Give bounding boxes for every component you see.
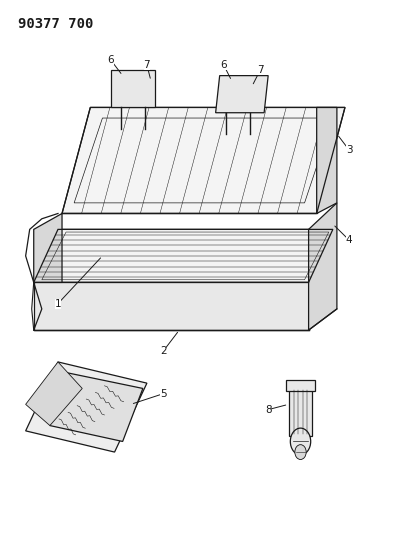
Text: 1: 1 [55, 298, 61, 309]
Polygon shape [26, 362, 147, 452]
Text: 8: 8 [265, 405, 271, 415]
Text: 2: 2 [160, 346, 166, 357]
Polygon shape [34, 282, 309, 330]
Polygon shape [286, 381, 315, 391]
Polygon shape [216, 76, 268, 113]
Text: 4: 4 [346, 235, 352, 245]
Text: 3: 3 [346, 145, 352, 155]
Polygon shape [289, 389, 312, 436]
Circle shape [295, 445, 306, 459]
Polygon shape [62, 108, 345, 214]
Polygon shape [111, 70, 155, 108]
Text: 7: 7 [144, 60, 150, 70]
Text: 6: 6 [107, 55, 114, 64]
Polygon shape [34, 229, 333, 282]
Polygon shape [34, 214, 62, 282]
Text: 6: 6 [221, 60, 227, 70]
Polygon shape [309, 203, 337, 330]
Text: 5: 5 [160, 389, 166, 399]
Polygon shape [317, 108, 337, 214]
Circle shape [290, 428, 311, 455]
Polygon shape [50, 373, 143, 441]
Text: 90377 700: 90377 700 [18, 17, 93, 31]
Polygon shape [26, 362, 82, 425]
Text: 7: 7 [257, 66, 263, 75]
